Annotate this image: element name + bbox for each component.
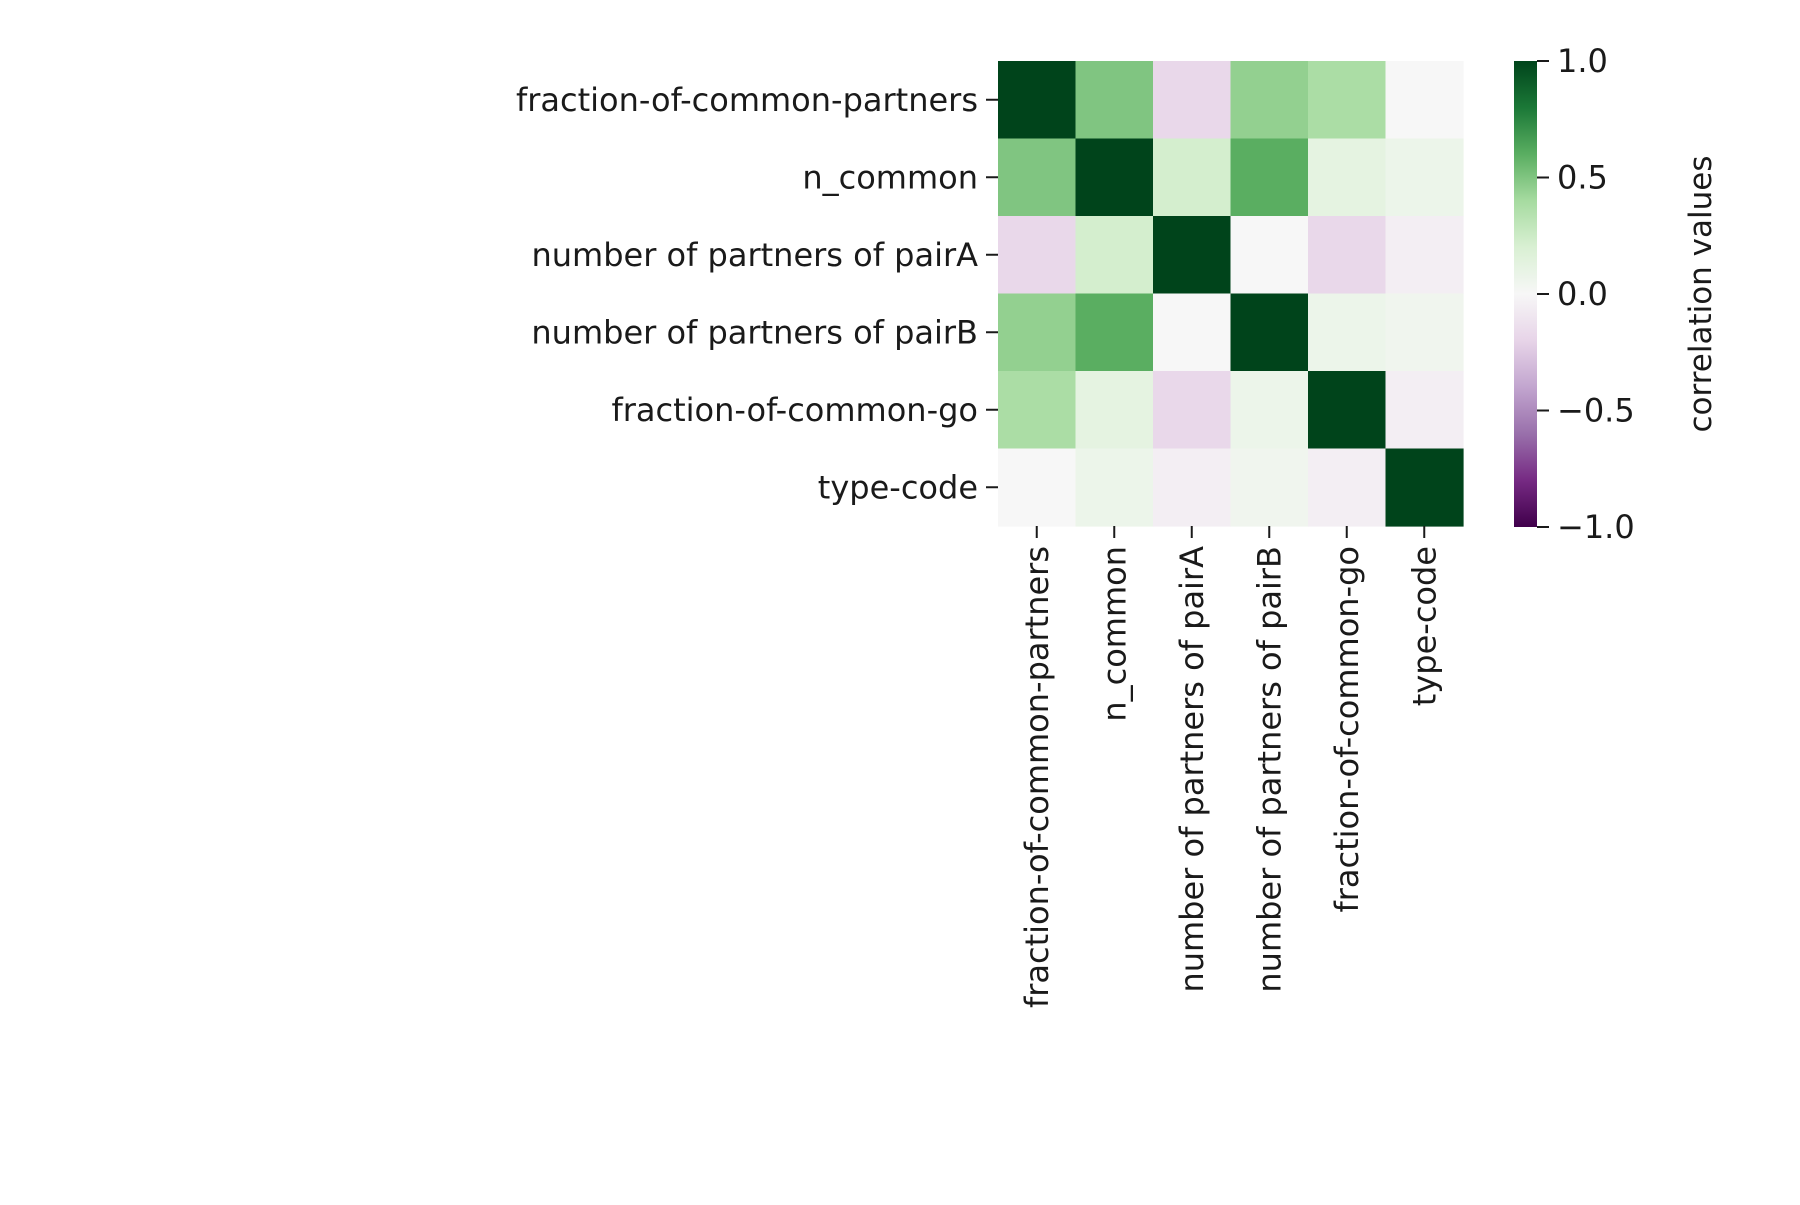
- colorbar-tick-label: −1.0: [1557, 508, 1635, 546]
- column-label: fraction-of-common-partners: [1018, 546, 1056, 1008]
- row-label: number of partners of pairA: [531, 236, 978, 274]
- heatmap-cell: [998, 371, 1077, 450]
- column-label: n_common: [1095, 546, 1133, 722]
- heatmap-cell: [1230, 61, 1309, 140]
- row-label: type-code: [818, 468, 978, 506]
- heatmap-cell: [998, 61, 1077, 140]
- heatmap-cell: [1075, 138, 1154, 217]
- heatmap-cell: [1230, 293, 1309, 372]
- heatmap-cell: [1385, 293, 1464, 372]
- colorbar-label: correlation values: [1683, 155, 1719, 432]
- heatmap-cell: [1230, 138, 1309, 217]
- column-label: type-code: [1405, 546, 1443, 706]
- colorbar-ticks: 1.0 0.5 0.0 −0.5 −1.0: [1537, 42, 1635, 546]
- column-label: fraction-of-common-go: [1328, 546, 1366, 913]
- heatmap-cell: [1385, 61, 1464, 140]
- heatmap-cell: [1075, 293, 1154, 372]
- heatmap-cell: [1153, 216, 1232, 295]
- heatmap-cell: [998, 293, 1077, 372]
- row-label: number of partners of pairB: [531, 313, 978, 351]
- colorbar-tick-label: 0.5: [1557, 159, 1608, 197]
- heatmap-cell: [1230, 448, 1309, 527]
- heatmap-cell: [1075, 61, 1154, 140]
- heatmap-cell: [1230, 371, 1309, 450]
- heatmap-cell: [1075, 216, 1154, 295]
- heatmap-cell: [1308, 61, 1387, 140]
- heatmap-cell: [998, 448, 1077, 527]
- heatmap-cell: [1230, 216, 1309, 295]
- heatmap-cell: [998, 216, 1077, 295]
- heatmap-cell: [1075, 371, 1154, 450]
- row-axis: fraction-of-common-partners n_commonnumbe…: [516, 81, 998, 506]
- row-label: fraction-of-common-go: [611, 391, 978, 429]
- heatmap-cell: [1308, 138, 1387, 217]
- heatmap-cell: [1153, 293, 1232, 372]
- heatmap-cell: [1153, 371, 1232, 450]
- heatmap-cell: [1308, 448, 1387, 527]
- column-label: number of partners of pairA: [1173, 546, 1211, 993]
- heatmap-cell: [1153, 448, 1232, 527]
- heatmap-cell: [1385, 138, 1464, 217]
- heatmap-cells: [998, 61, 1464, 527]
- colorbar: 1.0 0.5 0.0 −0.5 −1.0 correlation values: [1514, 42, 1719, 546]
- colorbar-tick-label: −0.5: [1557, 392, 1635, 430]
- heatmap-cell: [1385, 371, 1464, 450]
- column-label: number of partners of pairB: [1250, 546, 1288, 993]
- heatmap-cell: [1153, 138, 1232, 217]
- heatmap-cell: [1308, 293, 1387, 372]
- heatmap-cell: [1308, 216, 1387, 295]
- row-label: n_common: [802, 158, 978, 196]
- heatmap-cell: [1153, 61, 1232, 140]
- colorbar-tick-label: 1.0: [1557, 42, 1608, 80]
- column-axis: fraction-of-common-partners n_common numbe…: [1018, 526, 1443, 1008]
- heatmap-cell: [1385, 448, 1464, 527]
- colorbar-gradient: [1514, 61, 1537, 527]
- heatmap-cell: [1308, 371, 1387, 450]
- heatmap-cell: [1385, 216, 1464, 295]
- row-label: fraction-of-common-partners: [516, 81, 978, 119]
- heatmap-cell: [998, 138, 1077, 217]
- heatmap-cell: [1075, 448, 1154, 527]
- colorbar-tick-label: 0.0: [1557, 275, 1608, 313]
